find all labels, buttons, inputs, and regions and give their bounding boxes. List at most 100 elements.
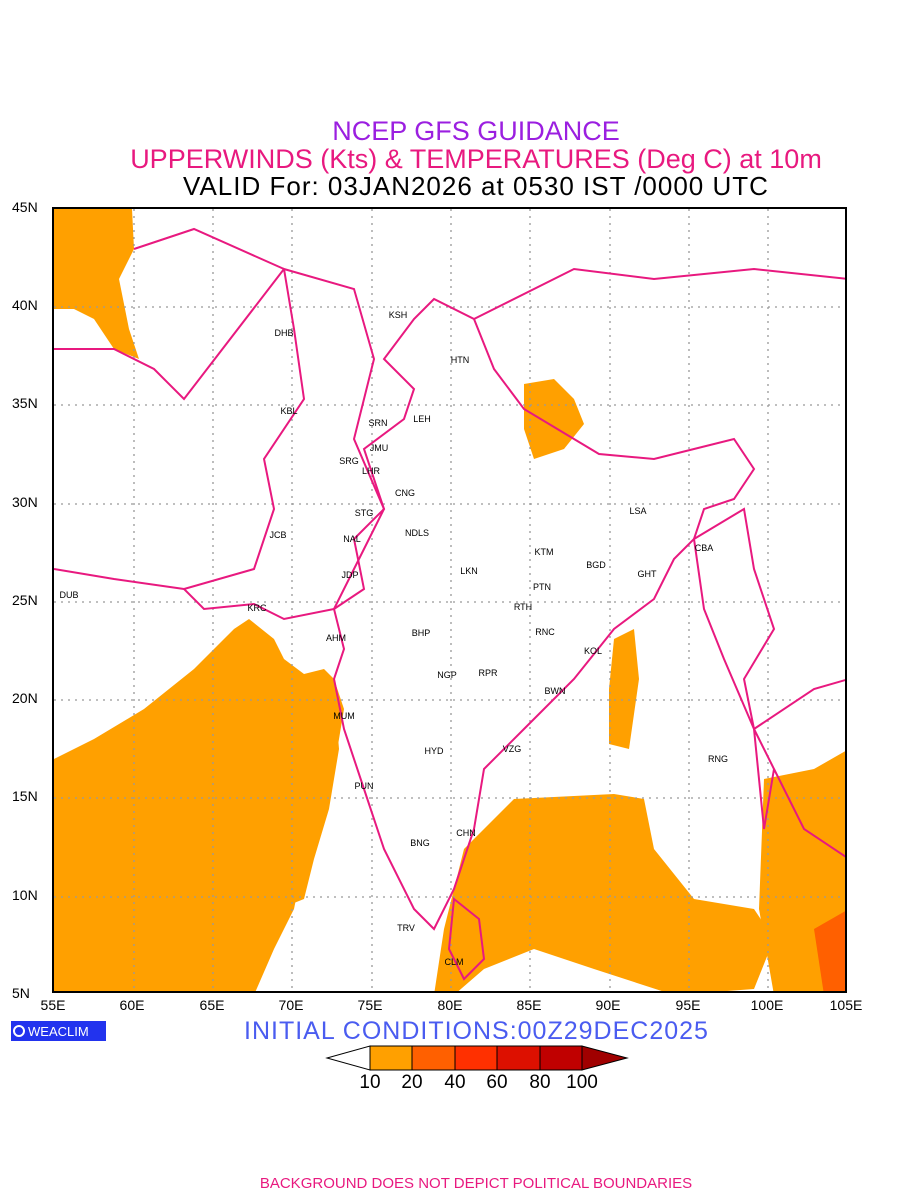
colorbar-lower-arrow [325,1045,371,1071]
station-label: CBA [694,543,714,553]
station-label: HYD [424,746,444,756]
lon-label: 75E [357,997,383,1013]
title-valid-time: VALID For: 03JAN2026 at 0530 IST /0000 U… [183,171,769,201]
station-label: RTH [513,602,533,612]
initial-conditions: INITIAL CONDITIONS:00Z29DEC2025 [244,1017,709,1045]
station-label: TRV [397,923,415,933]
shade-north-west [54,209,139,359]
shade-east-bay [609,629,639,749]
station-label: KRC [247,603,267,613]
srilanka-outline [447,897,486,981]
station-label: KBL [280,406,298,416]
lat-label: 25N [12,592,38,608]
afghan-iran [54,227,285,590]
map-plot-area: KSH DHB HTN KBL SRN LEH JMU SRG LHR CNG … [52,207,847,993]
station-label: BNG [410,838,430,848]
lon-label: 100E [750,997,784,1013]
station-label: STG [354,508,374,518]
station-label: KOL [583,646,603,656]
station-label: BGD [586,560,606,570]
lon-label: 105E [829,997,863,1013]
lat-label: 10N [12,887,38,903]
station-label: JDP [341,570,359,580]
shade-west-coast [259,679,339,909]
shade-bay-of-bengal [434,794,774,991]
lat-label: 35N [12,395,38,411]
station-label: PUN [354,781,374,791]
lat-label: 40N [12,297,38,313]
station-label: NAL [343,534,361,544]
logo-ring-icon [13,1025,25,1037]
lon-label: 70E [278,997,304,1013]
lat-label: 5N [12,985,30,1001]
lat-label: 15N [12,788,38,804]
station-label: HTN [450,355,470,365]
thailand-outline [753,679,845,858]
station-label: SRG [339,456,359,466]
station-label: AHM [326,633,346,643]
lon-label: 80E [437,997,463,1013]
station-label: CHN [456,828,476,838]
lon-label: 65E [199,997,225,1013]
pakistan-outline [182,267,386,621]
lon-label: 90E [595,997,621,1013]
station-label: LHR [361,466,381,476]
lat-label: 20N [12,690,38,706]
weaclim-logo: WEACLIM [11,1021,106,1041]
station-label: RPR [478,668,498,678]
station-label: KSH [388,310,408,320]
lat-label: 45N [12,199,38,215]
station-label: LKN [460,566,478,576]
station-label: BWN [544,686,566,696]
station-label: JMU [369,443,389,453]
tibet-boundary [473,267,845,320]
colorbar-swatch [369,1045,413,1071]
station-label: KTM [534,547,554,557]
station-label: NDLS [404,528,430,538]
title-variable: UPPERWINDS (Kts) & TEMPERATURES (Deg C) … [130,144,822,174]
station-label: MUM [333,711,355,721]
colorbar-label: 40 [444,1072,466,1093]
station-label: DUB [59,590,79,600]
india-outline [332,297,756,931]
colorbar-swatch [454,1045,498,1071]
station-label: DHB [274,328,294,338]
station-label: SRN [368,418,388,428]
myanmar-outline [692,507,776,830]
wind-speed-shading [54,209,845,991]
station-label: NGP [437,670,457,680]
logo-text: WEACLIM [28,1023,89,1039]
colorbar-swatch [496,1045,541,1071]
lon-label: 60E [119,997,145,1013]
station-label: VZG [502,744,522,754]
lat-label: 30N [12,494,38,510]
station-label: GHT [637,569,657,579]
colorbar [325,1045,629,1071]
colorbar-swatch [411,1045,456,1071]
footer-disclaimer: BACKGROUND DOES NOT DEPICT POLITICAL BOU… [259,1175,693,1192]
colorbar-label: 60 [486,1072,508,1093]
colorbar-upper-arrow [581,1045,629,1071]
colorbar-label: 100 [566,1072,598,1093]
station-label: JCB [269,530,287,540]
boundaries [54,227,845,981]
station-label: LSA [629,506,647,516]
colorbar-label: 80 [529,1072,551,1093]
title-model: NCEP GFS GUIDANCE [332,116,620,146]
station-label: BHP [411,628,431,638]
lon-label: 55E [40,997,66,1013]
station-label: RNG [708,754,728,764]
grid-lines [54,209,845,991]
colorbar-label: 20 [401,1072,423,1093]
station-label: CLM [444,957,464,967]
lon-label: 95E [675,997,701,1013]
colorbar-swatch [539,1045,583,1071]
station-label: CNG [395,488,415,498]
station-label: LEH [413,414,431,424]
station-label: RNC [535,627,555,637]
station-label: PTN [533,582,551,592]
colorbar-label: 10 [359,1072,381,1093]
map-canvas [54,209,845,991]
shade-sumatra [814,911,845,991]
